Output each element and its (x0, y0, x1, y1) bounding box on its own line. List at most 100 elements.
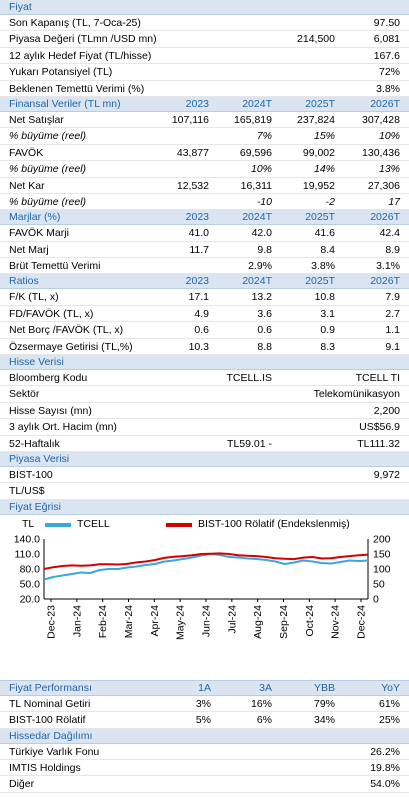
row-label: % büyüme (reel) (9, 163, 87, 176)
perf-col-header: YBB (313, 681, 335, 694)
row-value: 2.7 (385, 307, 400, 320)
row-value: 61% (378, 697, 400, 710)
table-row: BIST-100 9,972 (0, 467, 409, 484)
table-row: IMTIS Holdings 19.8% (0, 760, 409, 777)
row-label: Özsermaye Getirisi (TL,%) (9, 340, 133, 353)
row-value: 27,306 (367, 179, 400, 192)
row-value: 2.9% (248, 260, 272, 273)
left-tick-label: 140.0 (14, 533, 40, 545)
section-title: Fiyat (9, 1, 32, 13)
section-header-hisse: Hisse Verisi (0, 355, 409, 371)
legend-label-bist: BIST-100 Rölatif (Endekslenmiş) (198, 517, 350, 530)
table-row: Sektör Telekomünikasyon (0, 386, 409, 403)
right-tick-label: 200 (373, 533, 391, 545)
row-value: 12,532 (176, 179, 209, 192)
row-value: -2 (325, 195, 335, 208)
legend-swatch-bist (166, 522, 192, 527)
row-label: Net Kar (9, 179, 45, 192)
table-row: Türkiye Varlık Fonu 26.2% (0, 744, 409, 760)
table-row: Net Kar 12,532 16,311 19,952 27,306 (0, 178, 409, 194)
row-label: 12 aylık Hedef Fiyat (TL/hisse) (9, 49, 152, 62)
section-header-marjlar: Marjlar (%) 2023 2024T 2025T 2026T (0, 210, 409, 226)
table-row: FD/FAVÖK (TL, x) 4.9 3.6 3.1 2.7 (0, 306, 409, 323)
row-label: Bloomberg Kodu (9, 372, 88, 385)
row-value: 0.6 (194, 324, 209, 337)
section-header-finansal: Finansal Veriler (TL mn) 2023 2024T 2025… (0, 96, 409, 112)
row-value: 237,824 (297, 113, 335, 126)
row-value: 0.6 (257, 324, 272, 337)
section-title: Piyasa Verisi (9, 452, 70, 465)
row-value: 8.8 (257, 340, 272, 353)
table-row: 3 aylık Ort. Hacim (mn) US$56.9 (0, 419, 409, 436)
row-value: 16% (250, 697, 272, 710)
right-tick-label: 0 (373, 593, 379, 605)
right-tick-label: 50 (373, 578, 385, 590)
row-value: 17.1 (188, 291, 209, 304)
row-value: Telekomünikasyon (313, 388, 400, 401)
legend-swatch-tcell (45, 522, 71, 527)
table-row: Son Kapanış (TL, 7-Oca-25) 97.50 (0, 15, 409, 32)
row-label: Net Borç /FAVÖK (TL, x) (9, 324, 124, 337)
table-row: FAVÖK Marji 41.0 42.0 41.6 42.4 (0, 225, 409, 242)
row-label: Piyasa Değeri (TLmn /USD mn) (9, 33, 157, 46)
row-label: 52-Haftalık (9, 437, 60, 450)
section-header-egri: Fiyat Eğrisi (0, 499, 409, 515)
row-value: 19,952 (302, 179, 335, 192)
table-row: % büyüme (reel) 10% 14% 13% (0, 161, 409, 178)
section-title: Fiyat Eğrisi (9, 500, 61, 513)
row-value: 54.0% (370, 778, 400, 791)
x-tick-label: Jul-24 (226, 605, 238, 634)
year-header: 2024T (242, 275, 272, 288)
table-row: % büyüme (reel) -10 -2 17 (0, 194, 409, 211)
row-value: 69,596 (239, 146, 272, 159)
section-header-piyasa: Piyasa Verisi (0, 451, 409, 467)
right-tick-label: 100 (373, 563, 391, 575)
row-value: -10 (256, 195, 272, 208)
row-value: 3.1% (376, 260, 400, 273)
row-value: 307,428 (362, 113, 400, 126)
table-row: Piyasa Değeri (TLmn /USD mn) 214,500 6,081 (0, 31, 409, 48)
row-value: 42.0 (251, 227, 272, 240)
row-value: 2,200 (373, 404, 400, 417)
row-value: 10% (378, 130, 400, 143)
section-header-performans: Fiyat Performansı 1A 3A YBB YoY (0, 680, 409, 696)
row-value: 1.1 (385, 324, 400, 337)
row-value: 107,116 (171, 113, 209, 126)
perf-col-header: YoY (381, 681, 400, 694)
series-line-bist (43, 552, 369, 570)
row-label: Brüt Temettü Verimi (9, 260, 101, 273)
legend-label-tcell: TCELL (77, 517, 110, 530)
row-label: Hisse Sayısı (mn) (9, 404, 92, 417)
perf-col-header: 1A (198, 681, 211, 694)
row-value: 214,500 (297, 33, 335, 46)
row-label: TL/US$ (9, 485, 45, 498)
row-label: BIST-100 (9, 468, 53, 481)
x-tick-label: Aug-24 (252, 605, 264, 639)
row-label: % büyüme (reel) (9, 130, 87, 143)
row-value: 10% (250, 163, 272, 176)
row-value: 72% (378, 66, 400, 79)
row-value: 41.6 (314, 227, 335, 240)
table-row: F/K (TL, x) 17.1 13.2 10.8 7.9 (0, 289, 409, 306)
table-row: Beklenen Temettü Verimi (%) 3.8% (0, 81, 409, 97)
chart-plot: 20.0 50.0 80.0 110.0 140.0 0 50 100 150 200 Dec-23… (14, 533, 391, 640)
row-value: 79% (313, 697, 335, 710)
year-header: 2023 (185, 275, 209, 288)
row-value: 167.6 (373, 49, 400, 62)
section-header-hissedar: Hissedar Dağılımı (0, 728, 409, 744)
section-title: Finansal Veriler (TL mn) (9, 97, 121, 110)
table-row: 52-Haftalık TL59.01 - TL111.32 (0, 436, 409, 452)
table-row: Bloomberg Kodu TCELL.IS TCELL TI (0, 370, 409, 387)
row-value: 0.9 (320, 324, 335, 337)
row-value: 9.8 (257, 243, 272, 256)
x-tick-label: Dec-23 (46, 605, 58, 639)
row-value: 42.4 (379, 227, 400, 240)
row-label: 3 aylık Ort. Hacim (mn) (9, 421, 117, 434)
table-row: Brüt Temettü Verimi 2.9% 3.8% 3.1% (0, 258, 409, 275)
right-tick-label: 150 (373, 548, 391, 560)
table-row: Diğer 54.0% (0, 776, 409, 793)
row-value: 34% (313, 714, 335, 727)
left-tick-label: 20.0 (20, 593, 41, 605)
table-row: TL Nominal Getiri 3% 16% 79% 61% (0, 696, 409, 713)
section-title: Ratios (9, 275, 39, 288)
